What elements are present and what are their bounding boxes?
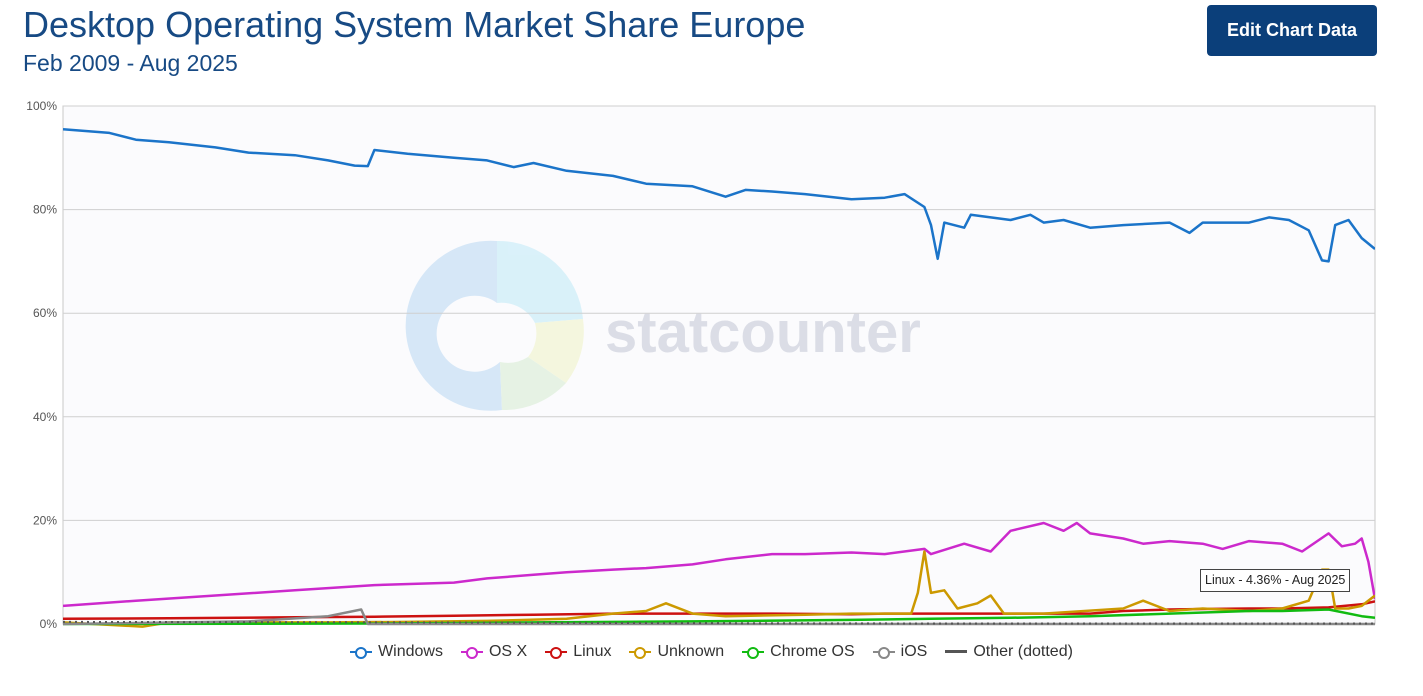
series-line-os-x[interactable] (63, 521, 1375, 608)
chart-tooltip: Linux - 4.36% - Aug 2025 (1200, 569, 1351, 592)
series-line-chrome-os[interactable] (63, 608, 1375, 626)
legend-item-unknown[interactable]: Unknown (629, 643, 724, 661)
y-tick-label: 100% (26, 99, 57, 113)
legend-item-ios[interactable]: iOS (872, 643, 928, 661)
series-line-unknown[interactable] (63, 550, 1375, 628)
legend-label: Unknown (657, 643, 725, 660)
legend-swatch (629, 644, 652, 660)
y-axis: 0% 20% 40% 60% 80% 100% (26, 99, 57, 631)
y-tick-label: 0% (40, 617, 58, 631)
legend-swatch (742, 644, 765, 660)
series-lines (63, 128, 1375, 628)
page-title: Desktop Operating System Market Share Eu… (23, 4, 806, 45)
legend-item-windows[interactable]: Windows (350, 643, 443, 661)
watermark-logo-cyan (497, 240, 583, 323)
y-tick-label: 20% (33, 513, 57, 527)
header: Desktop Operating System Market Share Eu… (23, 4, 805, 78)
y-tick-label: 80% (33, 203, 57, 217)
line-chart: statcounter 0% 20% 40% 60% 80% 100% (26, 99, 1376, 631)
legend-swatch (872, 644, 895, 660)
legend-label: Other (dotted) (973, 643, 1073, 660)
legend-label: Chrome OS (770, 643, 855, 660)
legend-label: Linux (573, 643, 612, 660)
series-line-ios[interactable] (63, 608, 1375, 626)
chart-area: statcounter 0% 20% 40% 60% 80% 100% (0, 96, 1423, 696)
legend-label: iOS (900, 643, 928, 660)
y-tick-label: 40% (33, 410, 57, 424)
legend-swatch (350, 644, 373, 660)
plot-background (62, 105, 1376, 625)
series-line-other-dotted[interactable] (63, 620, 1375, 625)
chart-legend: Windows OS X Linux Unknown Chrome OS iOS Other… (0, 643, 1423, 665)
legend-swatch (460, 644, 483, 660)
y-tick-label: 60% (33, 306, 57, 320)
statcounter-watermark: statcounter (405, 240, 921, 411)
legend-label: OS X (488, 643, 528, 660)
edit-chart-data-button[interactable]: Edit Chart Data (1207, 5, 1377, 56)
legend-item-linux[interactable]: Linux (545, 643, 611, 661)
legend-item-chrome-os[interactable]: Chrome OS (742, 643, 855, 661)
legend-label: Windows (378, 643, 443, 660)
watermark-text: statcounter (605, 300, 921, 365)
watermark-logo-yellow (528, 319, 584, 383)
legend-swatch (945, 644, 968, 660)
page-subtitle: Feb 2009 - Aug 2025 (23, 50, 238, 76)
legend-item-os-x[interactable]: OS X (460, 643, 528, 661)
legend-item-other-dotted[interactable]: Other (dotted) (945, 643, 1073, 661)
series-line-windows[interactable] (63, 128, 1375, 263)
watermark-logo-blue (405, 240, 502, 411)
legend-swatch (545, 644, 568, 660)
watermark-logo-green (500, 357, 566, 411)
